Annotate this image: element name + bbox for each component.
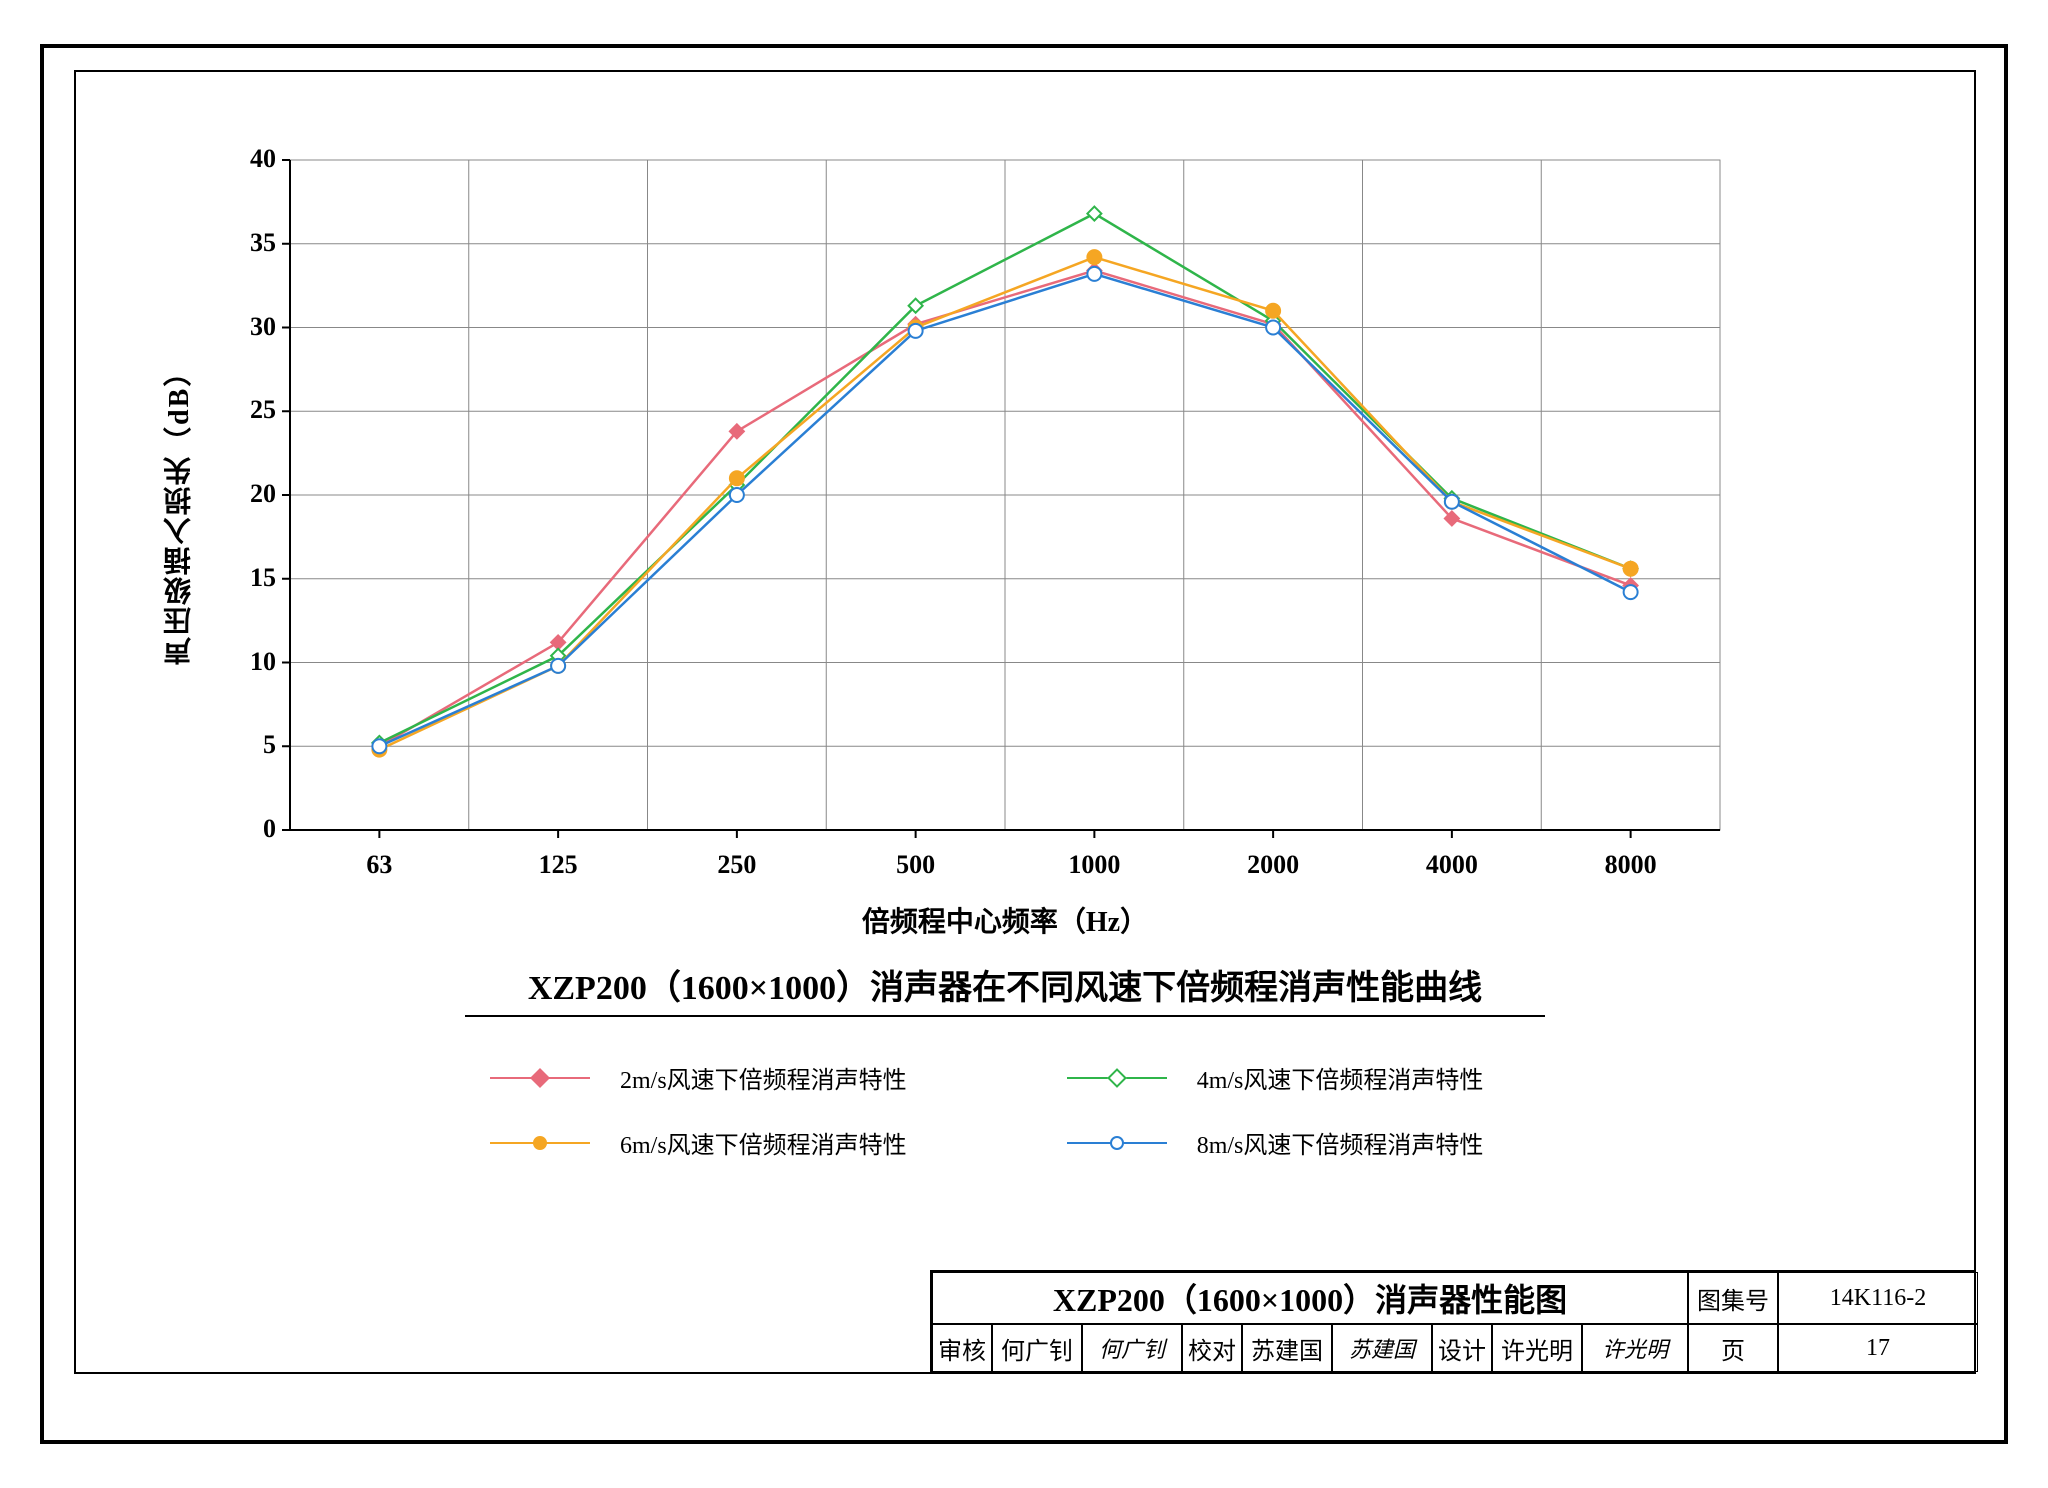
y-tick: 20 bbox=[250, 479, 276, 509]
tb-check-label: 校对 bbox=[1182, 1324, 1242, 1372]
x-tick: 63 bbox=[339, 850, 419, 880]
legend-item: 8m/s风速下倍频程消声特性 bbox=[1067, 1125, 1484, 1160]
x-tick: 2000 bbox=[1233, 850, 1313, 880]
tb-page-label: 页 bbox=[1688, 1324, 1778, 1372]
legend-label: 2m/s风速下倍频程消声特性 bbox=[620, 1060, 907, 1095]
tb-check-name: 苏建国 bbox=[1242, 1324, 1332, 1372]
y-tick: 15 bbox=[250, 563, 276, 593]
x-tick: 8000 bbox=[1591, 850, 1671, 880]
y-tick: 35 bbox=[250, 228, 276, 258]
drawing-title-block: XZP200（1600×1000）消声器性能图图集号14K116-2审核何广钊何… bbox=[930, 1270, 1976, 1374]
x-tick: 250 bbox=[697, 850, 777, 880]
y-tick: 40 bbox=[250, 144, 276, 174]
x-tick: 500 bbox=[876, 850, 956, 880]
legend-item: 6m/s风速下倍频程消声特性 bbox=[490, 1125, 907, 1160]
tb-check-sign: 苏建国 bbox=[1332, 1324, 1432, 1372]
legend-label: 8m/s风速下倍频程消声特性 bbox=[1197, 1125, 1484, 1160]
y-tick: 0 bbox=[263, 814, 276, 844]
x-axis-label: 倍频程中心频率（Hz） bbox=[805, 900, 1205, 940]
y-tick: 25 bbox=[250, 395, 276, 425]
y-axis-label: 声压级插入损失（dB） bbox=[160, 325, 200, 665]
title-block-atlas-label: 图集号 bbox=[1688, 1272, 1778, 1324]
tb-review-label: 审核 bbox=[932, 1324, 992, 1372]
tb-page-value: 17 bbox=[1778, 1324, 1978, 1372]
tb-design-label: 设计 bbox=[1432, 1324, 1492, 1372]
legend-item: 2m/s风速下倍频程消声特性 bbox=[490, 1060, 907, 1095]
title-block-atlas-value: 14K116-2 bbox=[1778, 1272, 1978, 1324]
legend-label: 6m/s风速下倍频程消声特性 bbox=[620, 1125, 907, 1160]
y-tick: 10 bbox=[250, 647, 276, 677]
tb-review-name: 何广钊 bbox=[992, 1324, 1082, 1372]
legend-item: 4m/s风速下倍频程消声特性 bbox=[1067, 1060, 1484, 1095]
legend-label: 4m/s风速下倍频程消声特性 bbox=[1197, 1060, 1484, 1095]
x-tick: 125 bbox=[518, 850, 598, 880]
x-tick: 4000 bbox=[1412, 850, 1492, 880]
performance-chart bbox=[270, 140, 1740, 850]
x-tick: 1000 bbox=[1054, 850, 1134, 880]
title-block-main: XZP200（1600×1000）消声器性能图 bbox=[932, 1272, 1688, 1324]
chart-title: XZP200（1600×1000）消声器在不同风速下倍频程消声性能曲线 bbox=[465, 960, 1545, 1017]
y-tick: 30 bbox=[250, 312, 276, 342]
y-tick: 5 bbox=[263, 730, 276, 760]
tb-design-sign: 许光明 bbox=[1582, 1324, 1688, 1372]
tb-review-sign: 何广钊 bbox=[1082, 1324, 1182, 1372]
tb-design-name: 许光明 bbox=[1492, 1324, 1582, 1372]
chart-legend: 2m/s风速下倍频程消声特性 4m/s风速下倍频程消声特性 6m/s风速下倍频程消声… bbox=[490, 1060, 1483, 1160]
